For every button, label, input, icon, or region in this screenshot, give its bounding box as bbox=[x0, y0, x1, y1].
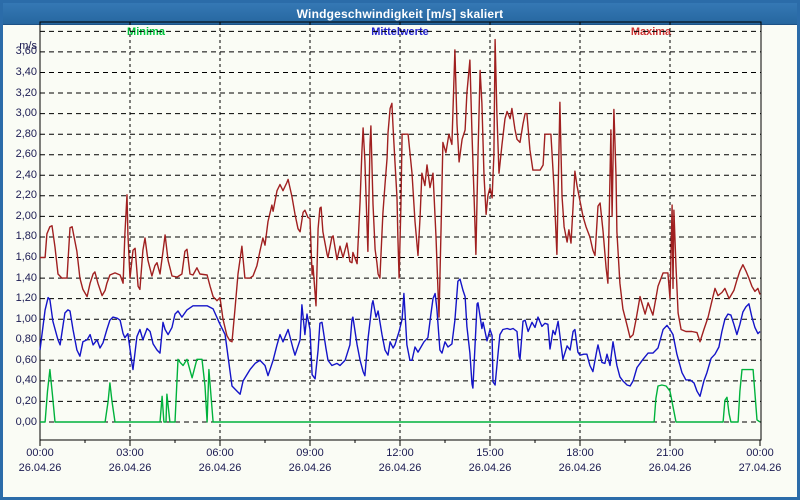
legend-maxima: Maxima bbox=[630, 26, 672, 38]
x-tick-date: 26.04.26 bbox=[558, 462, 602, 474]
y-tick-label: 3,20 bbox=[15, 86, 37, 99]
chart-area: Minima Mittelwerte Maxima m/s 0,00 0,20 0,… bbox=[3, 3, 797, 497]
y-tick-label: 0,00 bbox=[15, 415, 37, 428]
y-tick-label: 0,20 bbox=[15, 394, 37, 407]
x-tick-time: 00:00 bbox=[746, 447, 774, 459]
y-tick-label: 1,60 bbox=[15, 251, 37, 264]
x-tick-date: 27.04.26 bbox=[738, 462, 782, 474]
y-tick-label: 1,80 bbox=[15, 230, 37, 243]
x-tick-time: 09:00 bbox=[296, 447, 324, 459]
x-tick-time: 18:00 bbox=[566, 447, 594, 459]
y-tick-label: 0,80 bbox=[15, 333, 37, 346]
y-tick-label: 2,80 bbox=[15, 127, 37, 140]
y-tick-label: 1,40 bbox=[15, 271, 37, 284]
minima-line bbox=[40, 358, 761, 423]
x-tick-date: 26.04.26 bbox=[378, 462, 422, 474]
y-tick-label: 2,40 bbox=[15, 168, 37, 181]
mittelwerte-line bbox=[39, 278, 761, 397]
x-tick-time: 03:00 bbox=[116, 447, 144, 459]
wind-speed-line-chart bbox=[39, 21, 762, 446]
x-tick-date: 26.04.26 bbox=[198, 462, 242, 474]
x-tick-time: 00:00 bbox=[26, 447, 54, 459]
y-tick-label: 0,60 bbox=[15, 353, 37, 366]
x-tick-date: 26.04.26 bbox=[648, 462, 692, 474]
y-tick-label: 3,00 bbox=[15, 107, 37, 120]
y-tick-label: 1,00 bbox=[15, 312, 37, 325]
x-tick-date: 26.04.26 bbox=[468, 462, 512, 474]
y-tick-label: 2,00 bbox=[15, 209, 37, 222]
y-axis-unit-label: m/s bbox=[19, 40, 37, 52]
window-title: Windgeschwindigkeit [m/s] skaliert bbox=[296, 6, 504, 21]
legend-minima: Minima bbox=[127, 26, 165, 38]
y-tick-label: 2,60 bbox=[15, 148, 37, 161]
y-tick-label: 3,40 bbox=[15, 65, 37, 78]
y-tick-label: 2,20 bbox=[15, 189, 37, 202]
y-tick-label: 1,20 bbox=[15, 292, 37, 305]
x-tick-time: 06:00 bbox=[206, 447, 234, 459]
x-tick-time: 15:00 bbox=[476, 447, 504, 459]
legend-mittelwerte: Mittelwerte bbox=[371, 26, 429, 38]
x-tick-date: 26.04.26 bbox=[288, 462, 332, 474]
maxima-line bbox=[40, 38, 761, 343]
y-tick-label: 0,40 bbox=[15, 374, 37, 387]
x-tick-time: 12:00 bbox=[386, 447, 414, 459]
x-tick-date: 26.04.26 bbox=[108, 462, 152, 474]
x-tick-date: 26.04.26 bbox=[18, 462, 62, 474]
y-tick-label: 3,60 bbox=[15, 45, 37, 58]
x-tick-time: 21:00 bbox=[656, 447, 684, 459]
